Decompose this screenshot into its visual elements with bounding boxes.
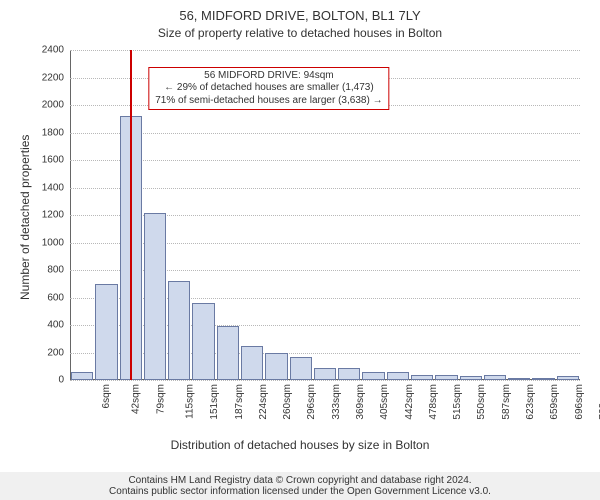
attribution-footer: Contains HM Land Registry data © Crown c… — [0, 472, 600, 500]
y-tick-label: 2000 — [42, 100, 64, 111]
y-tick-label: 1800 — [42, 127, 64, 138]
y-tick-label: 2400 — [42, 45, 64, 56]
histogram-bar — [387, 372, 409, 380]
histogram-bar — [362, 372, 384, 380]
y-tick-label: 400 — [47, 320, 64, 331]
x-tick-label: 515sqm — [452, 384, 463, 420]
histogram-bar — [508, 378, 530, 380]
x-tick-label: 369sqm — [355, 384, 366, 420]
histogram-bar — [95, 284, 117, 380]
chart-title-line1: 56, MIDFORD DRIVE, BOLTON, BL1 7LY — [0, 8, 600, 23]
gridline — [70, 160, 580, 161]
y-tick-label: 1400 — [42, 182, 64, 193]
histogram-bar — [460, 376, 482, 380]
annotation-line2: ← 29% of detached houses are smaller (1,… — [155, 82, 382, 95]
histogram-bar — [314, 368, 336, 380]
subject-property-marker — [130, 50, 132, 380]
x-tick-label: 550sqm — [477, 384, 488, 420]
x-tick-label: 151sqm — [209, 384, 220, 420]
x-tick-label: 587sqm — [501, 384, 512, 420]
y-tick-label: 1600 — [42, 155, 64, 166]
histogram-bar — [71, 372, 93, 380]
x-tick-label: 442sqm — [404, 384, 415, 420]
histogram-bar — [435, 375, 457, 380]
y-tick-label: 0 — [58, 375, 64, 386]
x-tick-label: 333sqm — [331, 384, 342, 420]
histogram-bar — [168, 281, 190, 380]
annotation-box: 56 MIDFORD DRIVE: 94sqm← 29% of detached… — [148, 67, 389, 111]
histogram-bar — [192, 303, 214, 380]
histogram-bar — [484, 375, 506, 380]
y-tick-label: 1000 — [42, 237, 64, 248]
x-tick-label: 659sqm — [549, 384, 560, 420]
histogram-bar — [290, 357, 312, 380]
y-tick-label: 800 — [47, 265, 64, 276]
gridline — [70, 380, 580, 381]
x-tick-label: 623sqm — [525, 384, 536, 420]
y-tick-label: 1200 — [42, 210, 64, 221]
x-tick-label: 405sqm — [379, 384, 390, 420]
y-tick-label: 200 — [47, 347, 64, 358]
x-tick-label: 478sqm — [428, 384, 439, 420]
footer-line1: Contains HM Land Registry data © Crown c… — [0, 475, 600, 486]
footer-line2: Contains public sector information licen… — [0, 486, 600, 497]
histogram-bar — [532, 378, 554, 380]
x-tick-label: 79sqm — [155, 384, 166, 414]
histogram-bar — [557, 376, 579, 380]
histogram-bar — [338, 368, 360, 380]
chart-title-line2: Size of property relative to detached ho… — [0, 26, 600, 40]
gridline — [70, 50, 580, 51]
gridline — [70, 133, 580, 134]
y-tick-label: 600 — [47, 292, 64, 303]
gridline — [70, 188, 580, 189]
x-tick-label: 260sqm — [282, 384, 293, 420]
x-tick-label: 6sqm — [101, 384, 112, 408]
annotation-line1: 56 MIDFORD DRIVE: 94sqm — [155, 70, 382, 83]
x-tick-label: 696sqm — [574, 384, 585, 420]
histogram-bar — [265, 353, 287, 381]
x-tick-label: 42sqm — [131, 384, 142, 414]
x-tick-label: 115sqm — [184, 384, 195, 419]
histogram-bar — [144, 213, 166, 380]
histogram-bar — [217, 326, 239, 380]
y-tick-label: 2200 — [42, 72, 64, 83]
x-tick-label: 224sqm — [258, 384, 269, 420]
histogram-bar — [241, 346, 263, 380]
x-tick-label: 187sqm — [234, 384, 245, 420]
y-axis-label: Number of detached properties — [18, 135, 32, 300]
x-axis-label: Distribution of detached houses by size … — [0, 438, 600, 452]
annotation-line3: 71% of semi-detached houses are larger (… — [155, 95, 382, 108]
x-tick-label: 296sqm — [307, 384, 318, 420]
plot-area: 0200400600800100012001400160018002000220… — [70, 50, 580, 380]
histogram-bar — [411, 375, 433, 381]
